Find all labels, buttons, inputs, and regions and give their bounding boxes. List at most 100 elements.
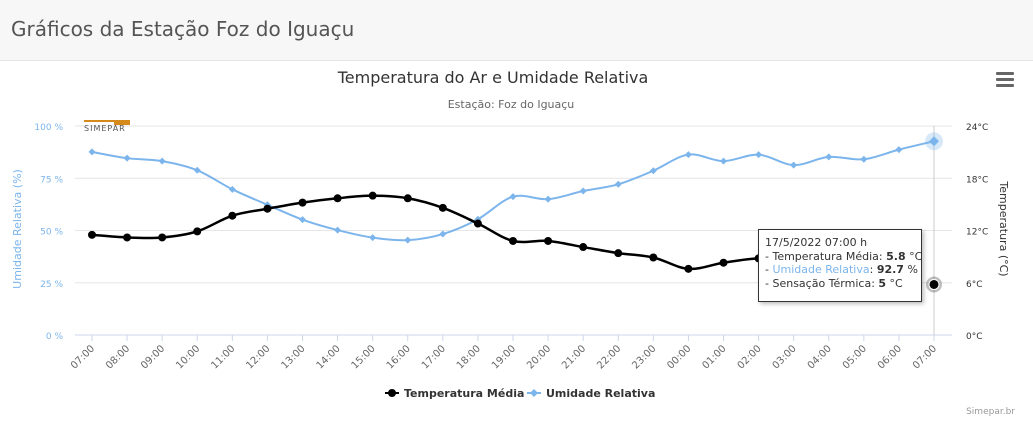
- data-point-temperatura[interactable]: [649, 253, 658, 262]
- y-right-tick-label: 0°C: [966, 332, 983, 342]
- tooltip-value: 5: [878, 276, 887, 290]
- chart-tooltip: 17/5/2022 07:00 h - Temperatura Média: 5…: [758, 229, 922, 302]
- legend-item-umidade-relativa[interactable]: Umidade Relativa: [527, 387, 655, 400]
- x-tick-label: 16:00: [385, 343, 413, 371]
- data-point-umidade[interactable]: [544, 195, 552, 203]
- data-point-umidade[interactable]: [369, 234, 377, 242]
- x-tick-label: 01:00: [700, 343, 728, 371]
- data-point-temperatura[interactable]: [544, 236, 553, 245]
- y-right-tick-label: 6°C: [966, 280, 983, 290]
- x-tick-label: 14:00: [315, 343, 343, 371]
- tooltip-label: Umidade Relativa: [772, 263, 870, 276]
- data-point-temperatura[interactable]: [298, 198, 307, 207]
- x-tick-label: 12:00: [244, 343, 272, 371]
- data-point-umidade[interactable]: [228, 185, 236, 193]
- tooltip-row-feels-like: - Sensação Térmica: 5 °C: [765, 276, 903, 290]
- data-point-umidade[interactable]: [404, 236, 412, 244]
- credits-link[interactable]: Simepar.br: [966, 407, 1015, 417]
- x-tick-label: 20:00: [525, 343, 553, 371]
- legend-marker: [530, 389, 538, 397]
- tooltip-unit: °C: [886, 276, 903, 290]
- x-tick-label: 13:00: [279, 343, 307, 371]
- y-axis-left: 0 % 25 % 50 % 75 % 100 %: [34, 123, 63, 342]
- data-point-temperatura[interactable]: [579, 243, 588, 252]
- legend-marker: [388, 389, 396, 397]
- data-point-umidade[interactable]: [929, 136, 939, 147]
- tooltip-unit: %: [903, 263, 918, 276]
- legend-label: Temperatura Média: [404, 387, 524, 400]
- data-point-umidade[interactable]: [439, 230, 447, 238]
- data-point-temperatura[interactable]: [368, 191, 377, 200]
- x-tick-label: 06:00: [876, 343, 904, 371]
- data-point-temperatura[interactable]: [473, 219, 482, 228]
- data-point-umidade[interactable]: [649, 167, 657, 175]
- legend: Temperatura Média Umidade Relativa: [385, 387, 655, 400]
- y-right-tick-label: 24°C: [966, 123, 988, 133]
- x-tick-label: 09:00: [139, 343, 167, 371]
- data-point-umidade[interactable]: [88, 148, 96, 156]
- data-point-temperatura[interactable]: [263, 204, 272, 213]
- tooltip-title: 17/5/2022 07:00 h: [765, 236, 868, 249]
- data-point-temperatura[interactable]: [509, 236, 517, 245]
- data-point-umidade[interactable]: [158, 157, 166, 165]
- data-point-temperatura[interactable]: [719, 258, 728, 267]
- data-point-temperatura[interactable]: [158, 233, 167, 242]
- data-point-temperatura[interactable]: [228, 211, 237, 220]
- menu-icon-bar: [996, 84, 1014, 87]
- data-point-umidade[interactable]: [614, 180, 622, 188]
- data-point-temperatura[interactable]: [88, 230, 96, 239]
- x-tick-label: 11:00: [209, 343, 237, 371]
- data-point-umidade[interactable]: [755, 151, 763, 159]
- data-point-umidade[interactable]: [579, 187, 587, 195]
- data-point-temperatura[interactable]: [333, 194, 342, 203]
- data-point-umidade[interactable]: [299, 216, 306, 224]
- x-tick-label: 17:00: [420, 343, 448, 371]
- x-tick-label: 21:00: [560, 343, 588, 371]
- x-tick-label: 00:00: [665, 343, 693, 371]
- data-point-umidade[interactable]: [334, 226, 342, 234]
- svg-text:SIMEPAR: SIMEPAR: [84, 124, 126, 132]
- x-tick-label: 05:00: [841, 343, 869, 371]
- tooltip-label: Temperatura Média: [772, 249, 879, 263]
- data-point-temperatura[interactable]: [928, 278, 940, 290]
- x-tick-label: 07:00: [69, 343, 97, 371]
- data-point-temperatura[interactable]: [438, 203, 447, 212]
- y-axis-right-title: Temperatura (°C): [997, 180, 1010, 276]
- x-tick-label: 10:00: [174, 343, 202, 371]
- data-point-temperatura[interactable]: [403, 194, 412, 203]
- data-point-umidade[interactable]: [123, 154, 131, 162]
- data-point-temperatura[interactable]: [684, 264, 693, 273]
- data-point-umidade[interactable]: [193, 166, 201, 174]
- chart-menu-button[interactable]: [996, 72, 1014, 88]
- tooltip-row-temperature: - Temperatura Média: 5.8 °C: [765, 249, 923, 263]
- x-tick-label: 03:00: [771, 343, 799, 371]
- x-tick-label: 15:00: [350, 343, 378, 371]
- x-tick-label: 04:00: [806, 343, 834, 371]
- data-point-umidade[interactable]: [720, 157, 727, 165]
- x-tick-label: 07:00: [911, 343, 939, 371]
- simepar-logo: SIMEPAR: [84, 120, 130, 132]
- data-point-temperatura[interactable]: [193, 227, 202, 236]
- legend-item-temperatura-media[interactable]: Temperatura Média: [385, 387, 524, 400]
- data-point-temperatura[interactable]: [614, 249, 623, 258]
- data-point-umidade[interactable]: [509, 193, 517, 201]
- chart-subtitle: Estação: Foz do Iguaçu: [448, 98, 575, 111]
- x-tick-label: 08:00: [104, 343, 132, 371]
- data-point-umidade[interactable]: [895, 146, 903, 154]
- x-tick-label: 23:00: [630, 343, 658, 371]
- series-line-umidade-relativa: [91, 140, 935, 242]
- tooltip-label: Sensação Térmica: [772, 276, 872, 290]
- data-point-temperatura[interactable]: [123, 233, 132, 242]
- y-left-tick-label: 75 %: [40, 175, 63, 185]
- tooltip-value: 5.8: [886, 249, 906, 263]
- y-left-tick-label: 25 %: [40, 280, 63, 290]
- page-header: Gráficos da Estação Foz do Iguaçu: [0, 0, 1033, 61]
- data-point-umidade[interactable]: [790, 161, 798, 169]
- data-point-umidade[interactable]: [684, 151, 692, 159]
- data-point-umidade[interactable]: [860, 155, 868, 163]
- y-axis-left-title: Umidade Relativa (%): [11, 169, 24, 289]
- chart-title: Temperatura do Ar e Umidade Relativa: [337, 68, 649, 87]
- data-point-umidade[interactable]: [825, 153, 833, 161]
- x-tick-label: 22:00: [595, 343, 623, 371]
